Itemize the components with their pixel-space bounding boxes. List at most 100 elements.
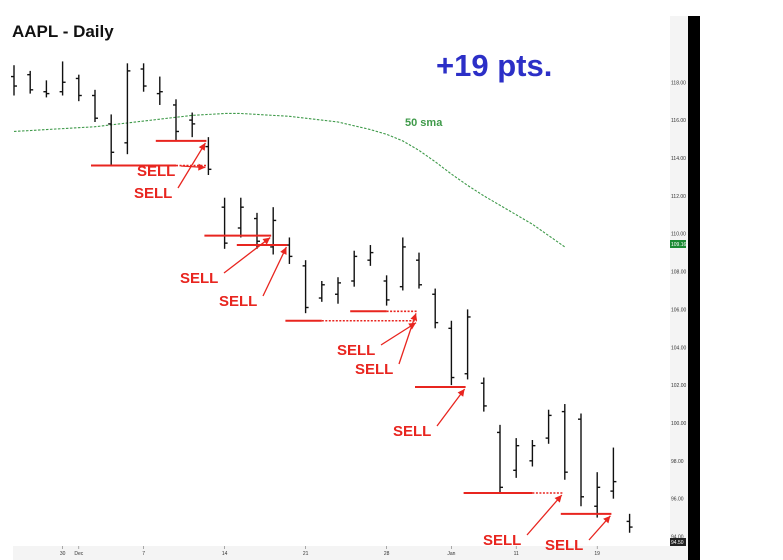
ohlc-bar (140, 63, 147, 92)
sell-signal: SELL (219, 244, 288, 310)
ohlc-bar (156, 76, 163, 105)
y-tick-label: 102.00 (671, 383, 687, 389)
y-tick-label: 112.00 (671, 194, 686, 200)
x-tick-label: 21 (303, 551, 309, 557)
x-tick-label: 7 (142, 551, 145, 557)
ohlc-bar (578, 413, 584, 507)
sma-label: 50 sma (405, 117, 443, 129)
ohlc-bar (335, 277, 341, 304)
ohlc-bar (59, 61, 66, 96)
y-tick-label: 104.00 (671, 345, 687, 351)
x-tick-label: Jan (447, 551, 455, 557)
ohlc-bar (399, 237, 406, 291)
sell-label: SELL (545, 537, 583, 554)
sell-signal: SELL (393, 386, 466, 440)
sell-label: SELL (355, 361, 393, 378)
ohlc-bar (92, 89, 98, 122)
x-tick-label: Dec (74, 551, 83, 557)
ohlc-bar (254, 212, 260, 249)
sell-arrowhead (410, 313, 418, 322)
ohlc-bar (416, 252, 422, 289)
price-axis-panel (670, 16, 688, 546)
last-price-label: 109.16 (671, 242, 687, 248)
x-tick-label: 28 (384, 551, 390, 557)
x-tick-label: 14 (222, 551, 228, 557)
sell-arrowhead (457, 389, 465, 397)
sell-arrow-line (436, 388, 466, 427)
ohlc-bar (383, 275, 390, 306)
sell-label: SELL (137, 163, 175, 180)
y-tick-label: 98.00 (671, 459, 684, 465)
ohlc-bar (43, 80, 50, 98)
plot-area (13, 16, 670, 546)
sell-label: SELL (180, 270, 218, 287)
sell-arrowhead (198, 163, 206, 171)
sell-arrow-line (398, 313, 417, 365)
ohlc-bar (318, 281, 325, 302)
ohlc-bar (464, 309, 471, 380)
ohlc-bar (529, 440, 536, 467)
sell-label: SELL (483, 532, 521, 549)
gain-headline: +19 pts. (436, 48, 552, 83)
ohlc-bar (189, 112, 196, 138)
sma-line (13, 112, 566, 248)
sell-signal: SELL (350, 310, 418, 378)
sell-arrow-line (526, 494, 563, 536)
ohlc-bar (221, 197, 228, 249)
ohlc-bar (237, 197, 244, 238)
sell-arrow-line (223, 237, 271, 274)
sell-arrowhead (198, 142, 206, 151)
sell-signal: SELL (134, 139, 207, 202)
ohlc-bar (75, 74, 82, 102)
sell-signal: SELL (463, 492, 563, 549)
x-tick-label: 11 (514, 551, 519, 557)
ohlc-bar (27, 70, 34, 94)
sell-label: SELL (393, 423, 431, 440)
last-tick-marker (670, 538, 686, 546)
ohlc-bar (351, 250, 358, 287)
ohlc-bar (594, 472, 601, 518)
ohlc-bar (205, 137, 212, 175)
ohlc-bar (432, 288, 439, 329)
sell-arrowhead (603, 515, 611, 524)
ohlc-bar (545, 409, 552, 444)
ohlc-bar (561, 404, 568, 480)
ohlc-bar (367, 245, 374, 266)
last-tick-label: 94.50 (671, 540, 684, 546)
y-tick-label: 110.00 (671, 232, 686, 238)
sell-arrowhead (554, 495, 562, 503)
sell-label: SELL (134, 185, 172, 202)
sell-signal: SELL (91, 163, 207, 180)
ohlc-bar (108, 114, 115, 166)
ohlc-bar (480, 377, 487, 412)
x-tick-label: 19 (594, 551, 600, 557)
last-price-marker (670, 240, 686, 248)
y-tick-label: 94.00 (671, 535, 684, 541)
sell-arrow-line (262, 246, 287, 297)
sell-signal: SELL (285, 319, 417, 359)
sell-signal: SELL (545, 512, 612, 554)
ohlc-bar (610, 447, 617, 499)
sell-label: SELL (219, 293, 257, 310)
ohlc-bar (626, 513, 633, 533)
ohlc-bar (448, 320, 455, 386)
y-tick-label: 108.00 (671, 270, 687, 276)
ohlc-bar (497, 424, 503, 493)
y-tick-label: 100.00 (671, 421, 687, 427)
y-tick-label: 114.00 (671, 156, 686, 162)
ohlc-bar (11, 65, 17, 96)
sell-arrow-line (177, 142, 206, 189)
y-tick-label: 116.00 (671, 118, 686, 124)
x-tick-layer: 30 Dec 7 14 21 28 Jan 11 19 (60, 546, 600, 557)
x-tick-label: 30 (60, 551, 66, 557)
y-tick-layer: 118.00 116.00 114.00 112.00 110.00 108.00 106.… (671, 80, 687, 540)
right-edge-bar (688, 16, 700, 560)
y-tick-label: 106.00 (671, 307, 687, 313)
ohlc-bar (513, 438, 520, 478)
chart-title: AAPL - Daily (12, 22, 114, 41)
ohlc-bar (270, 207, 277, 255)
ohlc-bar (173, 99, 179, 141)
price-bars (11, 61, 633, 533)
